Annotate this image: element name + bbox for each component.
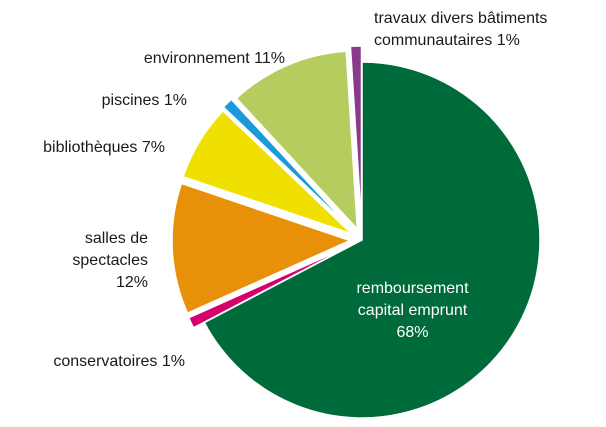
pie-slice bbox=[235, 50, 359, 232]
pie-slice bbox=[182, 109, 353, 235]
category-label: environnement bbox=[143, 50, 250, 67]
category-label: travaux divers bâtiments communautaires bbox=[374, 10, 548, 49]
category-label: piscines bbox=[101, 92, 160, 109]
category-label: remboursement capital emprunt bbox=[356, 280, 469, 319]
category-label: conservatoires bbox=[53, 353, 158, 370]
value-label: 7% bbox=[141, 139, 165, 156]
pie-slice bbox=[187, 244, 352, 329]
slice-label: travaux divers bâtiments communautaires … bbox=[374, 8, 574, 52]
pie-slice bbox=[171, 182, 353, 315]
pie-slice bbox=[349, 45, 363, 225]
pie-slice bbox=[203, 61, 541, 419]
value-label: 68% bbox=[396, 324, 429, 341]
slice-label: conservatoires 1% bbox=[10, 351, 185, 373]
slice-label: bibliothèques 7% bbox=[0, 137, 165, 159]
slice-label: environnement 11% bbox=[70, 48, 285, 70]
value-label: 1% bbox=[161, 353, 185, 370]
slice-label: salles de spectacles 12% bbox=[30, 228, 148, 294]
pie-slice bbox=[222, 98, 353, 231]
category-label: bibliothèques bbox=[43, 139, 138, 156]
slice-label: piscines 1% bbox=[20, 90, 187, 112]
slice-label: remboursement capital emprunt 68% bbox=[345, 278, 480, 344]
value-label: 12% bbox=[115, 274, 148, 291]
category-label: salles de spectacles bbox=[72, 230, 148, 269]
value-label: 11% bbox=[254, 50, 285, 67]
value-label: 1% bbox=[496, 32, 520, 49]
value-label: 1% bbox=[163, 92, 187, 109]
